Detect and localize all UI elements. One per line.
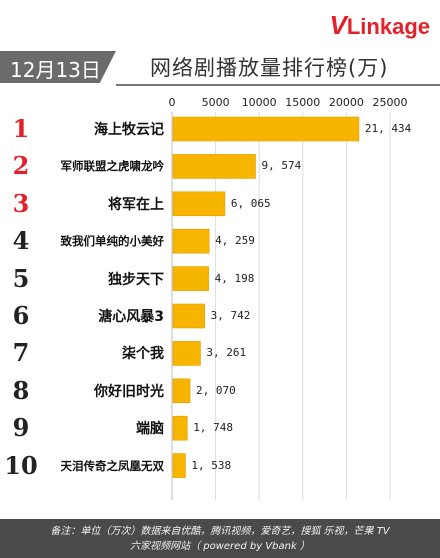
title-divider: [116, 84, 440, 86]
rank-number: 6: [12, 301, 30, 330]
bar: [172, 228, 210, 254]
value-label: 21, 434: [364, 122, 412, 135]
category-label: 致我们单纯的小美好: [60, 234, 165, 249]
value-label: 1, 748: [193, 421, 233, 435]
value-label: 1, 538: [191, 458, 232, 472]
rank-number: 8: [12, 375, 30, 405]
footer: 备注：单位（万次）数据来自优酷，腾讯视频，爱奇艺，搜狐 乐视，芒果 TV 六家视…: [0, 519, 440, 558]
x-tick-label: 5000: [202, 96, 230, 109]
rank-number: 1: [12, 114, 30, 143]
category-label: 海上牧云记: [94, 122, 164, 138]
category-label: 柒个我: [122, 346, 164, 363]
bar-chart: 0 5000 10000 15000 20000 25000: [169, 96, 408, 500]
x-tick-label: 25000: [373, 96, 408, 109]
chart-title: 网络剧播放量排行榜(万): [150, 56, 389, 80]
category-label: 端脑: [136, 421, 164, 438]
vlinkage-logo: VLinkage: [330, 10, 430, 44]
value-label: 2, 070: [196, 383, 236, 397]
rank-number: 4: [12, 226, 30, 256]
rank-number: 10: [4, 450, 38, 480]
value-label: 6, 065: [230, 196, 271, 210]
date-tag: 12月13日: [0, 51, 116, 83]
rank-number: 2: [12, 151, 30, 181]
bar: [172, 303, 205, 329]
x-tick-label: 10000: [242, 96, 277, 109]
logo-text: Linkage: [346, 14, 430, 39]
value-label: 4, 259: [215, 234, 255, 248]
bar: [172, 191, 226, 217]
category-label: 天泪传奇之凤凰无双: [60, 458, 165, 473]
category-label: 溏心风暴3: [98, 309, 164, 325]
rank-number: 5: [12, 263, 30, 293]
bar: [172, 116, 360, 142]
value-label: 4, 198: [214, 271, 255, 285]
bar: [172, 266, 209, 291]
date-label: 12月13日: [10, 58, 101, 82]
footer-credit: 六家视频网站（ powered by Vbank ）: [130, 541, 310, 552]
footer-note: 备注：单位（万次）数据来自优酷，腾讯视频，爱奇艺，搜狐 乐视，芒果 TV: [50, 526, 390, 537]
category-label: 独步天下: [108, 271, 164, 288]
x-tick-label: 20000: [329, 96, 364, 109]
value-label: 3, 261: [206, 346, 247, 360]
x-tick-label: 15000: [285, 96, 320, 109]
bar: [172, 341, 201, 366]
rank-number: 7: [12, 338, 30, 368]
value-label: 3, 742: [210, 309, 251, 322]
value-label: 9, 574: [261, 159, 302, 173]
bar: [172, 453, 186, 478]
category-label: 将军在上: [108, 196, 164, 213]
rank-number: 9: [12, 413, 30, 443]
bar: [172, 415, 188, 441]
bar: [172, 154, 256, 179]
logo-v: V: [329, 10, 347, 40]
category-label: 你好旧时光: [94, 383, 164, 400]
bar: [172, 378, 191, 404]
rank-number: 3: [12, 188, 30, 218]
category-label: 军师联盟之虎啸龙吟: [60, 159, 165, 174]
x-tick-label: 0: [169, 96, 176, 109]
